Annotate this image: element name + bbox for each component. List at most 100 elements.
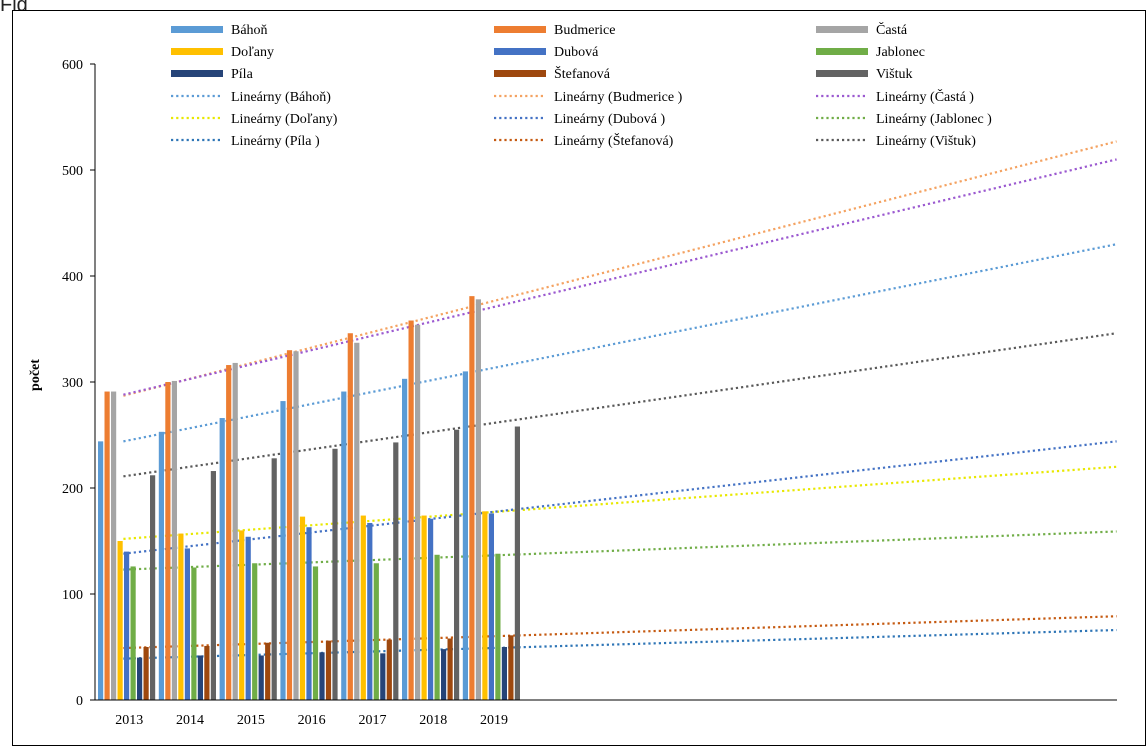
legend-trend-label: Lineárny (Jablonec ) (876, 112, 992, 127)
trendline-Častá (123, 158, 1117, 396)
x-tick-label: 2018 (419, 713, 447, 728)
x-tick-label: 2013 (115, 713, 143, 728)
legend-label: Budmerice (554, 23, 615, 38)
x-tick-label: 2015 (237, 713, 265, 728)
bar-Báhoň-2015 (219, 418, 225, 700)
legend-label: Doľany (231, 45, 274, 60)
bar-Doľany-2019 (482, 511, 488, 700)
bar-Doľany-2018 (421, 515, 427, 700)
bar-Častá-2019 (475, 299, 481, 700)
bar-Častá-2017 (354, 342, 360, 700)
legend-trend-label: Lineárny (Dubová ) (554, 112, 666, 127)
legend-label: Častá (876, 21, 908, 38)
legend-trend-label: Lineárny (Štefanová) (554, 132, 674, 149)
bar-Dubová-2015 (245, 536, 251, 700)
bars (98, 296, 520, 700)
legend: Báhoň Budmerice Častá Doľany Dubová Jablonec P… (171, 21, 992, 149)
bar-Dubová-2013 (124, 551, 130, 700)
bar-Píla-2018 (441, 649, 447, 700)
legend-swatch-Dubová (494, 48, 546, 55)
bar-Báhoň-2016 (280, 401, 286, 700)
trendline-Jablonec (123, 530, 1117, 571)
bar-Doľany-2013 (117, 541, 123, 700)
x-tick-label: 2016 (298, 713, 326, 728)
bar-Budmerice-2019 (469, 296, 475, 700)
bar-Dubová-2018 (428, 518, 434, 700)
bar-Vištuk-2013 (150, 475, 156, 700)
bar-Dubová-2014 (184, 548, 190, 700)
legend-trend-label: Lineárny (Vištuk) (876, 134, 976, 149)
bar-Štefanová-2017 (386, 639, 392, 700)
bar-Píla-2013 (137, 657, 143, 700)
legend-label: Vištuk (876, 67, 913, 82)
y-axis: 0 100 200 300 400 500 600 (62, 58, 96, 709)
bar-Vištuk-2019 (514, 426, 520, 700)
bar-Doľany-2015 (239, 530, 245, 700)
bar-Budmerice-2017 (347, 333, 353, 700)
bar-Píla-2014 (197, 655, 203, 700)
bar-Píla-2017 (380, 653, 386, 700)
legend-trend-label: Lineárny (Budmerice ) (554, 90, 683, 105)
bar-Vištuk-2015 (271, 458, 277, 700)
x-tick-label: 2017 (358, 713, 386, 728)
bar-Píla-2016 (319, 652, 325, 700)
x-tick-label: 2014 (176, 713, 204, 728)
legend-trend-label: Lineárny (Doľany) (231, 112, 338, 127)
trendline-Štefanová (123, 615, 1117, 650)
legend-label: Jablonec (876, 45, 925, 60)
bar-Báhoň-2014 (158, 431, 164, 700)
bar-Doľany-2017 (360, 515, 366, 700)
y-tick-label: 0 (76, 694, 83, 709)
trendline-Báhoň (123, 243, 1117, 443)
legend-swatch-Štefanová (494, 70, 546, 77)
bar-Píla-2019 (501, 647, 507, 700)
bar-Štefanová-2016 (325, 640, 332, 700)
bar-Budmerice-2013 (104, 391, 110, 700)
legend-trend-label: Lineárny (Báhoň) (231, 90, 331, 105)
legend-swatch-Báhoň (171, 26, 223, 33)
bar-Vištuk-2017 (393, 442, 399, 700)
bar-Štefanová-2013 (143, 647, 149, 700)
y-axis-label: počet (28, 359, 43, 391)
chart-svg: Báhoň Budmerice Častá Doľany Dubová Jablonec P… (28, 21, 1117, 728)
x-axis: 2013 2014 2015 2016 2017 2018 2019 (95, 699, 1117, 728)
legend-label: Píla (231, 67, 254, 82)
bar-Jablonec-2019 (495, 553, 501, 700)
legend-label: Dubová (554, 45, 599, 60)
bar-Báhoň-2017 (341, 391, 347, 700)
bar-Píla-2015 (258, 655, 264, 700)
bar-Báhoň-2013 (98, 441, 104, 700)
x-tick-label: 2019 (480, 713, 508, 728)
legend-swatch-Jablonec (816, 48, 868, 55)
bar-Jablonec-2018 (434, 554, 440, 700)
bar-Jablonec-2014 (191, 567, 197, 700)
legend-swatch-Píla (171, 70, 223, 77)
bar-Častá-2016 (293, 351, 299, 700)
bar-Dubová-2017 (367, 522, 373, 700)
trendline-Píla (123, 628, 1117, 660)
bar-Častá-2015 (232, 362, 238, 700)
legend-label: Báhoň (231, 23, 268, 38)
y-tick-label: 200 (62, 482, 83, 497)
bar-Štefanová-2015 (265, 642, 271, 700)
legend-swatch-Častá (816, 26, 868, 33)
y-tick-label: 600 (62, 58, 83, 73)
bar-Budmerice-2018 (408, 320, 414, 700)
bar-Budmerice-2014 (165, 382, 171, 700)
bar-Dubová-2016 (306, 527, 312, 700)
bar-Častá-2013 (111, 391, 117, 700)
bar-Budmerice-2016 (286, 350, 293, 700)
legend-swatch-Vištuk (816, 70, 868, 77)
y-tick-label: 300 (62, 376, 83, 391)
bar-Štefanová-2019 (508, 635, 514, 700)
legend-swatch-Budmerice (494, 26, 546, 33)
y-tick-label: 100 (62, 588, 83, 603)
bar-Doľany-2014 (178, 533, 184, 700)
bar-Dubová-2019 (488, 513, 494, 700)
bar-Doľany-2016 (299, 516, 306, 700)
bar-Jablonec-2016 (312, 566, 319, 700)
legend-label: Štefanová (554, 65, 611, 82)
bar-Častá-2014 (171, 380, 177, 700)
bar-Jablonec-2015 (252, 563, 258, 700)
legend-swatch-Doľany (171, 48, 223, 55)
